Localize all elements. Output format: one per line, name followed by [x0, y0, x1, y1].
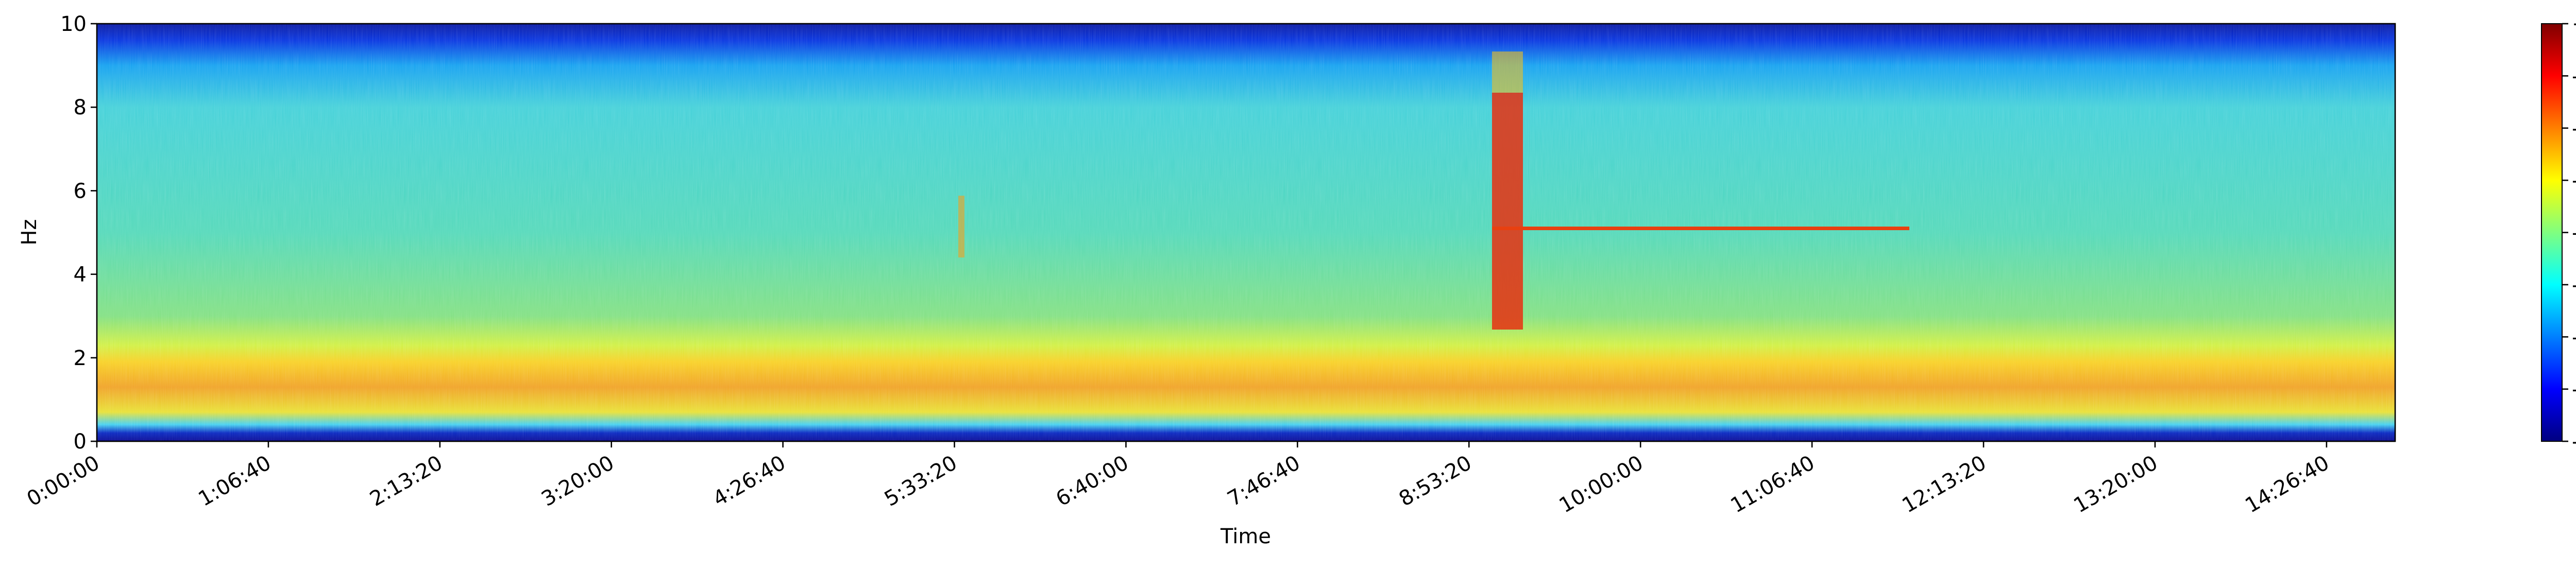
- colorbar-tick-label: -80 dB: [2572, 430, 2576, 454]
- x-tick-label: 11:06:40: [1727, 451, 1819, 518]
- x-tick-label: 1:06:40: [194, 451, 275, 511]
- x-tick-label: 12:13:20: [1898, 451, 1990, 518]
- x-axis-label: Time: [1220, 525, 1271, 548]
- colorbar-tick-label: -30 dB: [2572, 169, 2576, 193]
- y-tick-label: 6: [74, 179, 87, 203]
- plot-frame: [96, 23, 2396, 442]
- x-tick-label: 7:46:40: [1224, 451, 1304, 511]
- x-tick-label: 3:20:00: [537, 451, 618, 511]
- x-tick-label: 4:26:40: [709, 451, 790, 511]
- y-tick-label: 2: [74, 347, 87, 370]
- x-tick-label: 8:53:20: [1395, 451, 1476, 511]
- colorbar: [2541, 23, 2563, 442]
- colorbar-tick-label: -40 dB: [2572, 221, 2576, 245]
- x-tick-label: 14:26:40: [2241, 451, 2333, 518]
- colorbar-tick-label: -60 dB: [2572, 325, 2576, 349]
- x-tick-label: 2:13:20: [366, 451, 447, 511]
- spectrogram-image: [97, 24, 2395, 441]
- colorbar-tick-label: -70 dB: [2572, 378, 2576, 402]
- colorbar-tick-label: -20 dB: [2572, 117, 2576, 141]
- colorbar-tick-label: +0 dB: [2572, 12, 2576, 36]
- colorbar-tick-label: -10 dB: [2572, 64, 2576, 88]
- y-axis-label: Hz: [18, 219, 41, 245]
- y-tick-label: 0: [74, 430, 87, 454]
- colorbar-tick-label: -50 dB: [2572, 273, 2576, 297]
- x-tick-label: 6:40:00: [1052, 451, 1133, 511]
- x-tick-label: 13:20:00: [2070, 451, 2162, 518]
- y-tick-label: 4: [74, 263, 87, 287]
- x-tick-label: 10:00:00: [1555, 451, 1648, 518]
- x-tick-label: 0:00:00: [23, 451, 104, 511]
- x-tick-label: 5:33:20: [880, 451, 961, 511]
- y-tick-label: 10: [60, 12, 87, 36]
- y-tick-label: 8: [74, 96, 87, 119]
